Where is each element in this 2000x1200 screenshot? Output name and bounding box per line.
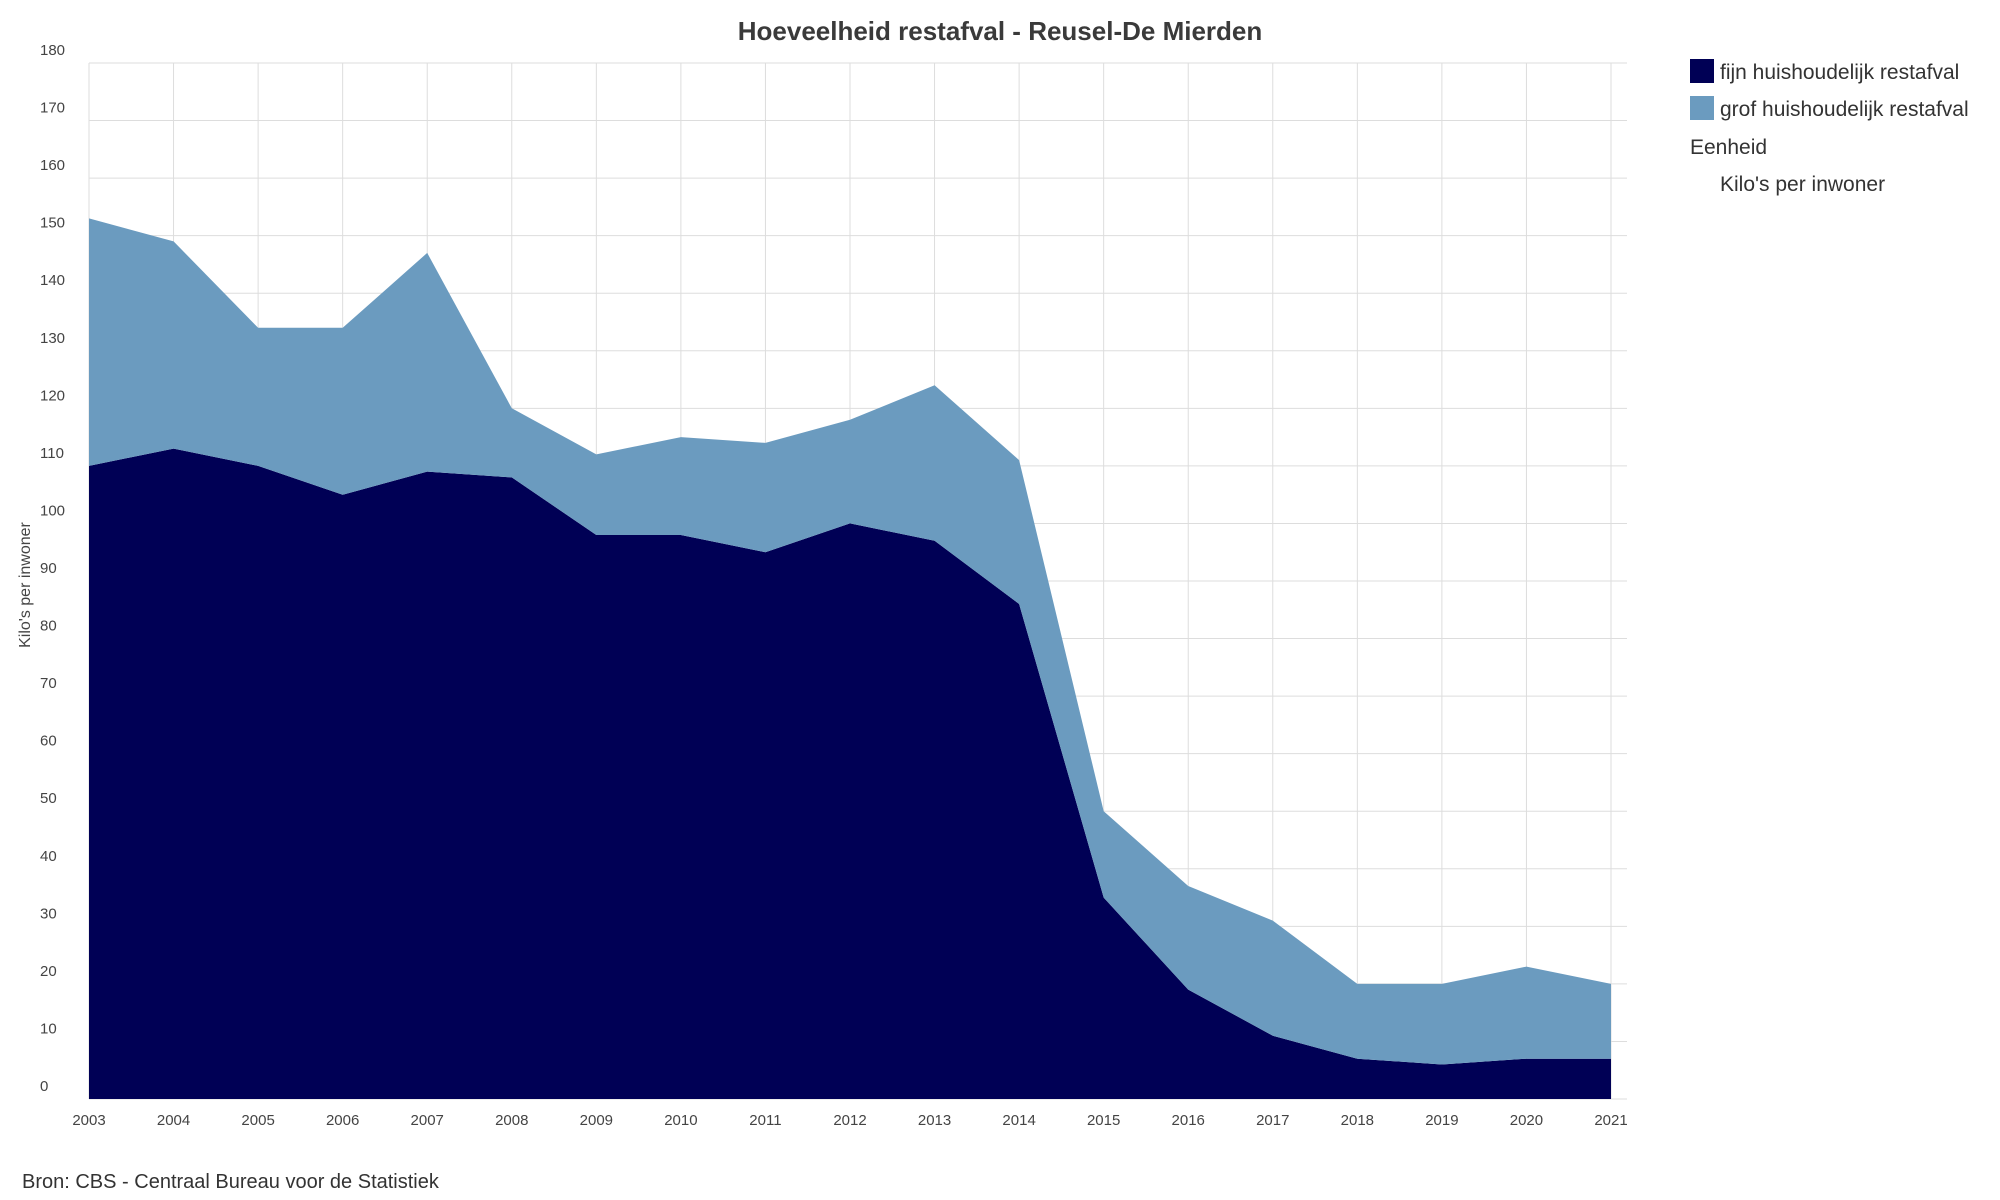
x-tick-label: 2021 (1594, 1112, 1627, 1129)
legend-unit-value: Kilo's per inwoner (1720, 173, 1885, 196)
y-axis-label: Kilo's per inwoner (17, 521, 34, 647)
legend-unit-heading: Eenheid (1690, 136, 1767, 159)
x-tick-label: 2016 (1172, 1112, 1205, 1129)
y-tick-label: 130 (40, 330, 65, 347)
x-tick-label: 2014 (1002, 1112, 1035, 1129)
y-tick-label: 140 (40, 272, 65, 289)
y-tick-label: 0 (40, 1078, 48, 1095)
y-tick-label: 170 (40, 100, 65, 117)
x-tick-label: 2008 (495, 1112, 528, 1129)
x-tick-label: 2006 (326, 1112, 359, 1129)
legend-label-fijn[interactable]: fijn huishoudelijk restafval (1720, 61, 1959, 84)
y-tick-label: 100 (40, 502, 65, 519)
x-tick-label: 2017 (1256, 1112, 1289, 1129)
y-tick-label: 160 (40, 157, 65, 174)
area-layer (89, 218, 1611, 1100)
x-tick-label: 2018 (1341, 1112, 1374, 1129)
area-series-grof[interactable] (89, 218, 1611, 1065)
legend-swatch-grof[interactable] (1690, 96, 1714, 120)
x-tick-label: 2009 (580, 1112, 613, 1129)
y-tick-label: 80 (40, 618, 57, 635)
y-tick-label: 40 (40, 848, 57, 865)
y-tick-label: 20 (40, 963, 57, 980)
y-tick-label: 70 (40, 675, 57, 692)
source-note: Bron: CBS - Centraal Bureau voor de Stat… (22, 1171, 440, 1193)
x-tick-label: 2019 (1425, 1112, 1458, 1129)
y-tick-label: 120 (40, 387, 65, 404)
legend-swatch-fijn[interactable] (1690, 59, 1714, 83)
y-tick-label: 10 (40, 1020, 57, 1037)
y-tick-label: 180 (40, 42, 65, 59)
x-tick-label: 2003 (72, 1112, 105, 1129)
chart-title: Hoeveelheid restafval - Reusel-De Mierde… (738, 16, 1263, 46)
y-tick-label: 50 (40, 790, 57, 807)
legend-label-grof[interactable]: grof huishoudelijk restafval (1720, 98, 1969, 121)
y-tick-label: 30 (40, 905, 57, 922)
y-tick-label: 110 (40, 445, 64, 462)
x-tick-label: 2010 (664, 1112, 697, 1129)
x-tick-label: 2011 (749, 1112, 781, 1129)
x-tick-label: 2013 (918, 1112, 951, 1129)
x-tick-label: 2004 (157, 1112, 190, 1129)
x-tick-label: 2020 (1510, 1112, 1543, 1129)
x-tick-label: 2005 (241, 1112, 274, 1129)
x-axis: 2003 2004 2005 2006 2007 2008 2009 2010 2011 2012… (72, 1112, 1627, 1129)
x-tick-label: 2007 (411, 1112, 444, 1129)
x-tick-label: 2012 (833, 1112, 866, 1129)
area-series-fijn[interactable] (89, 448, 1611, 1100)
legend[interactable]: fijn huishoudelijk restafval grof huisho… (1690, 59, 1969, 196)
x-tick-label: 2015 (1087, 1112, 1120, 1129)
y-tick-label: 90 (40, 560, 57, 577)
y-tick-label: 150 (40, 215, 65, 232)
y-axis: 0 10 20 30 40 50 60 70 80 90 100 110 120 130 140 150 160… (40, 42, 65, 1095)
y-tick-label: 60 (40, 733, 57, 750)
